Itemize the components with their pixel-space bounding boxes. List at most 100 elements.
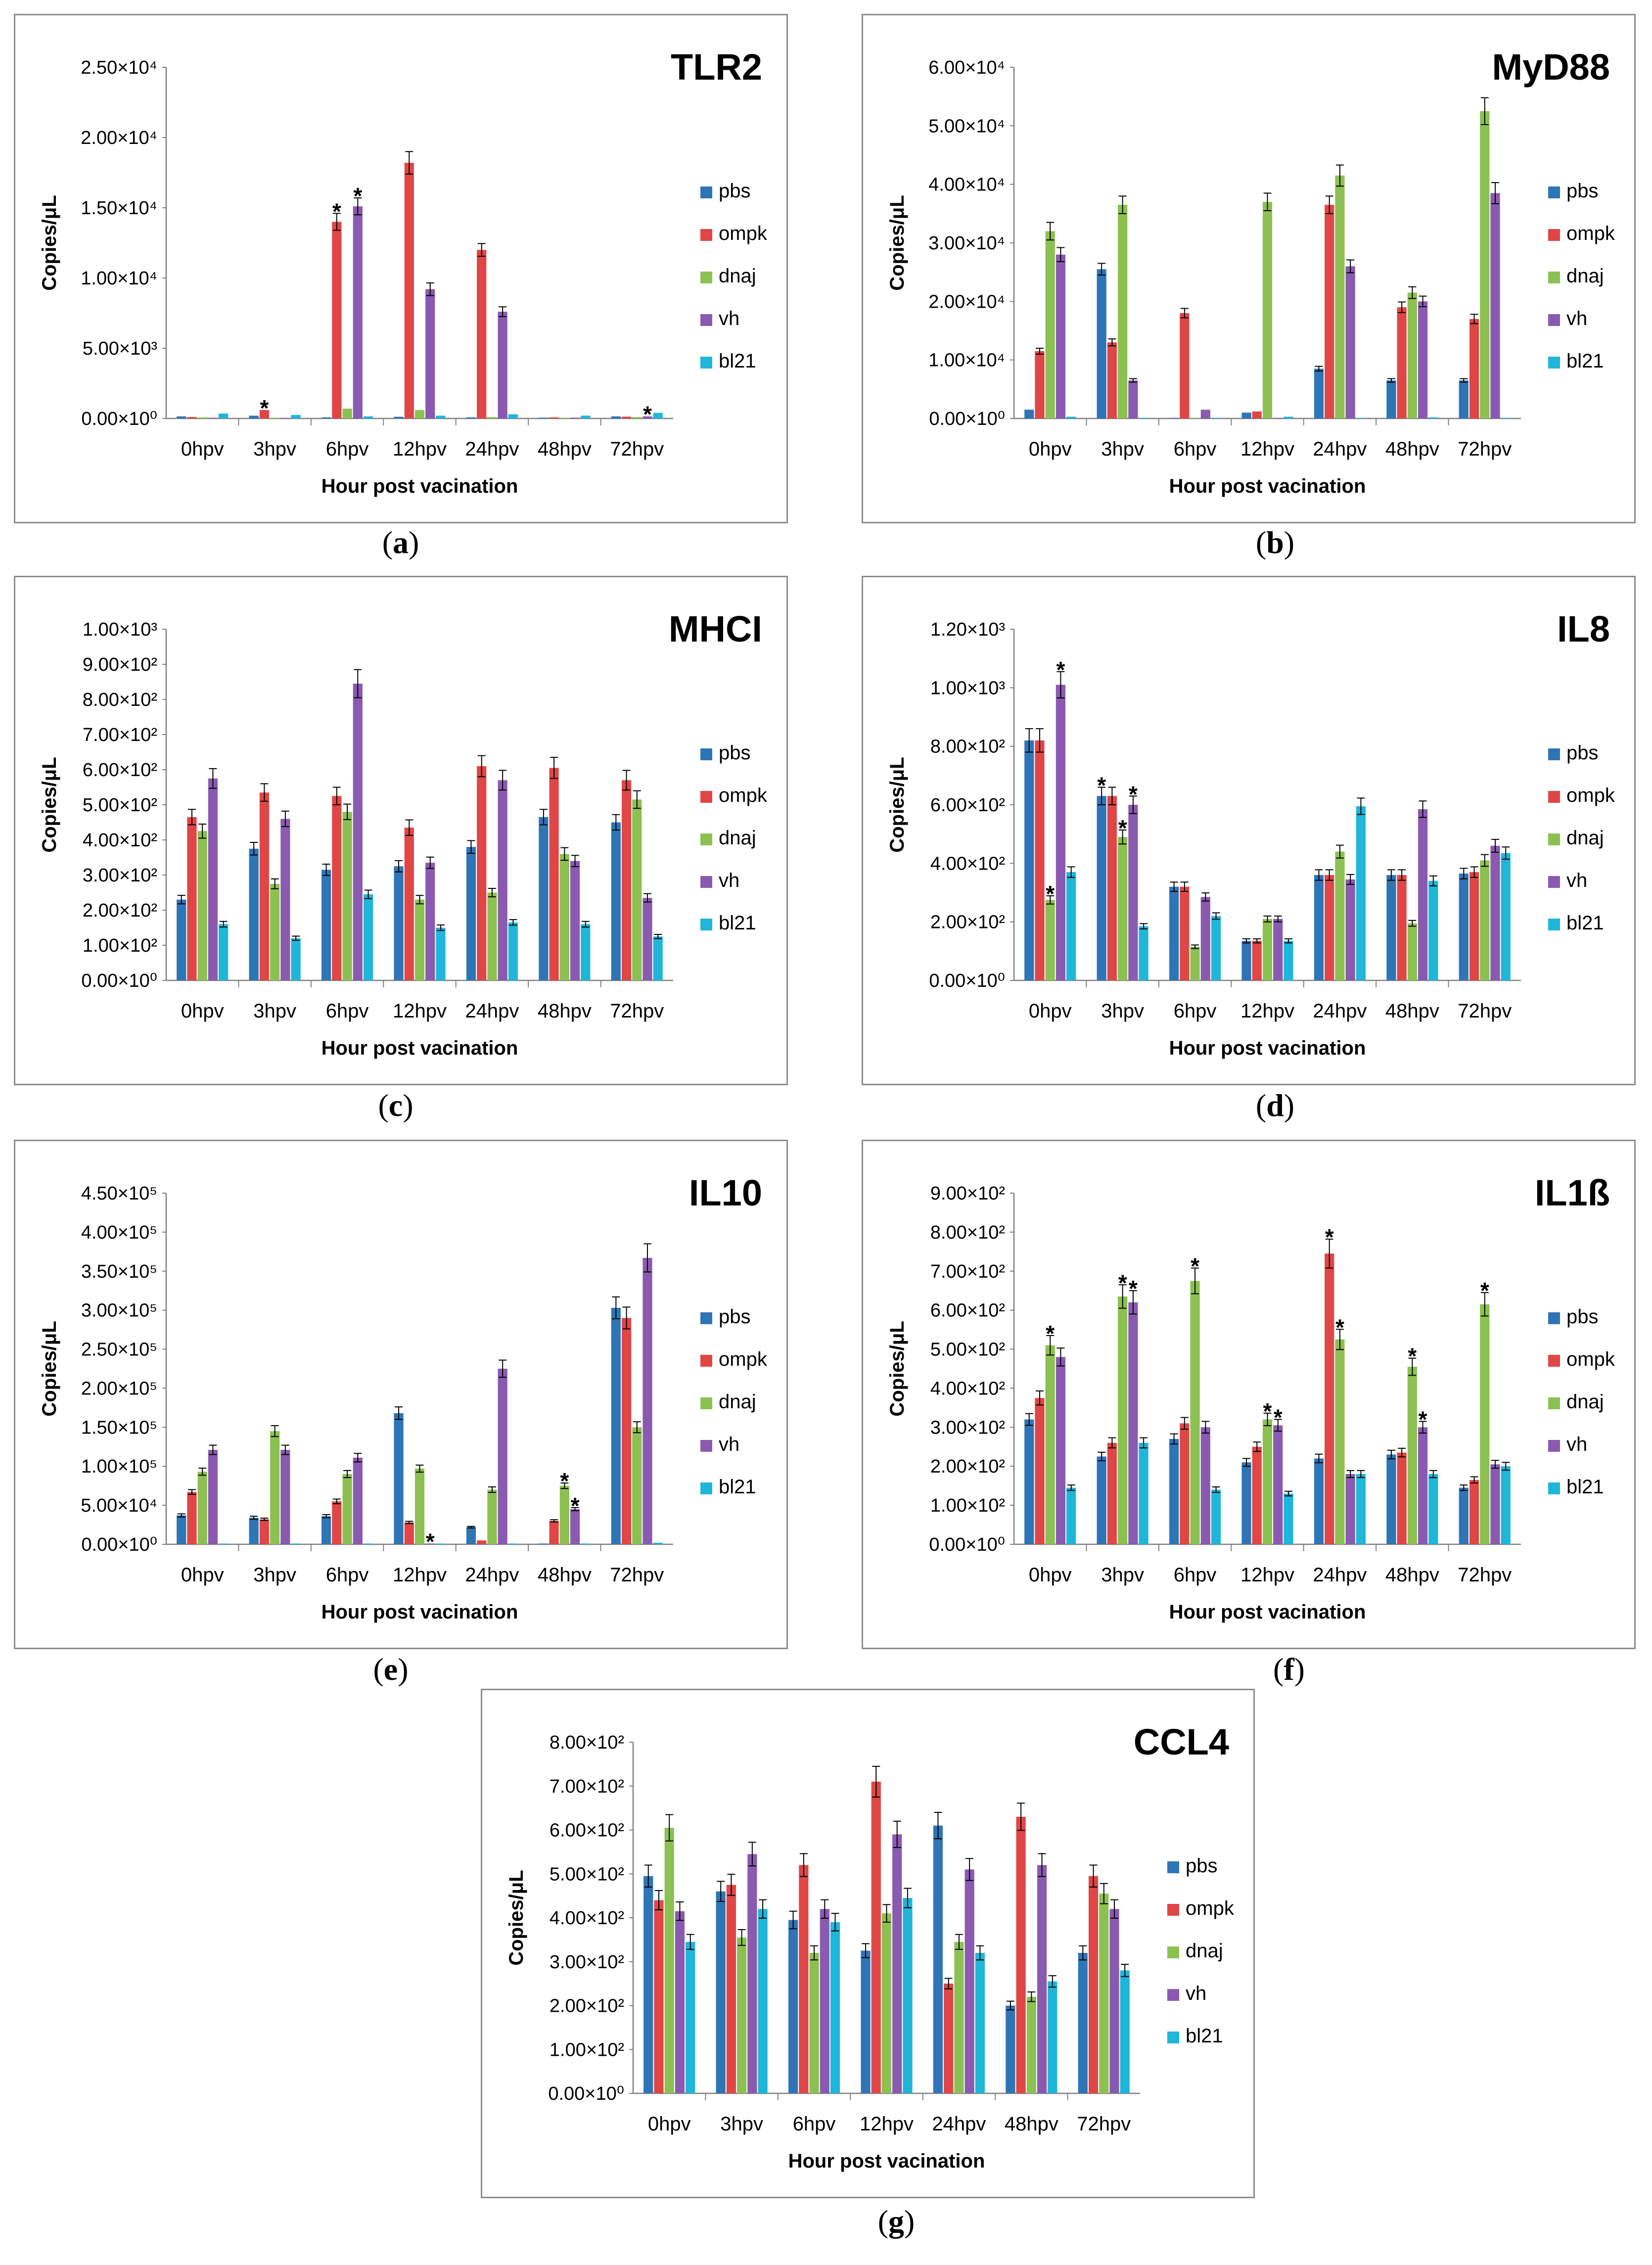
bar-vh [1128, 1302, 1138, 1544]
bar-dnaj [197, 831, 207, 980]
legend-label-vh: vh [1186, 1983, 1206, 2004]
legend-swatch-ompk [1548, 1355, 1560, 1367]
bar-dnaj [1407, 923, 1417, 980]
significance-star: * [1129, 781, 1138, 807]
legend-label-dnaj: dnaj [1566, 1391, 1604, 1413]
legend-label-ompk: ompk [719, 1348, 768, 1370]
legend-swatch-ompk [700, 791, 712, 803]
x-tick-label: 12hpv [860, 2113, 914, 2135]
legend-swatch-pbs [700, 1312, 712, 1324]
chart-title: TLR2 [671, 46, 762, 88]
chart-title: MHCI [669, 608, 762, 649]
bar-dnaj [632, 799, 642, 980]
bar-pbs [611, 822, 621, 980]
bar-bl21 [219, 414, 229, 418]
legend-swatch-ompk [1548, 229, 1560, 241]
bar-vh [208, 1450, 218, 1544]
bar-vh [1490, 1464, 1500, 1544]
x-tick-label: 24hpv [465, 1564, 519, 1586]
y-tick-label: 1.00×10⁴ [81, 268, 157, 289]
y-tick-label: 4.00×10² [930, 853, 1005, 874]
y-axis-title: Copies/μL [39, 1321, 60, 1416]
bar-ompk [477, 250, 487, 418]
y-tick-label: 4.00×10² [550, 1908, 624, 1929]
panel-caption-a: (a) [382, 525, 419, 560]
y-axis-title: Copies/μL [39, 757, 60, 852]
bar-ompk [1035, 1398, 1045, 1544]
bar-pbs [1006, 2005, 1015, 2093]
bar-pbs [1314, 1458, 1324, 1544]
bar-ompk [944, 1984, 954, 2093]
significance-star: * [1097, 773, 1106, 798]
bar-pbs [716, 1891, 726, 2093]
bar-bl21 [581, 924, 591, 980]
x-tick-label: 12hpv [393, 1564, 447, 1586]
x-tick-label: 3hpv [253, 438, 296, 460]
legend-swatch-dnaj [1548, 1397, 1560, 1409]
y-tick-label: 3.50×10⁵ [81, 1261, 157, 1282]
bar-ompk [1180, 313, 1190, 418]
bar-ompk [1088, 1876, 1099, 2093]
y-tick-label: 4.00×10⁴ [928, 175, 1005, 195]
bar-ompk [799, 1865, 809, 2093]
bar-bl21 [436, 927, 446, 980]
y-tick-label: 7.00×10² [83, 725, 157, 745]
bar-bl21 [1066, 872, 1076, 980]
bar-vh [1345, 266, 1355, 418]
bar-ompk [404, 163, 414, 418]
y-axis-title: Copies/μL [886, 757, 908, 852]
chart-panel-g: CCL4 0.00×10⁰ 1.00×10² 2.00×10² 3.00×10² 4.00… [481, 1689, 1255, 2198]
legend-label-vh: vh [719, 870, 739, 891]
x-tick-label: 24hpv [1313, 1564, 1367, 1586]
chart-svg-b: MyD88 0.00×10⁰ 1.00×10⁴ 2.00×10⁴ 3.00×10⁴ 4.0… [886, 46, 1615, 497]
legend-label-bl21: bl21 [719, 1476, 756, 1498]
bar-ompk [1397, 1452, 1407, 1544]
bar-pbs [1459, 380, 1468, 418]
legend-swatch-bl21 [1548, 1482, 1560, 1494]
x-axis-title: Hour post vacination [1169, 1601, 1366, 1623]
significance-star: * [1263, 1398, 1272, 1424]
legend-swatch-dnaj [1548, 833, 1560, 845]
x-tick-label: 3hpv [1101, 1564, 1144, 1586]
x-tick-label: 48hpv [538, 1564, 592, 1586]
y-tick-label: 5.00×10² [83, 795, 157, 816]
bar-pbs [1097, 796, 1106, 980]
x-tick-label: 72hpv [610, 1000, 664, 1022]
legend-label-ompk: ompk [719, 785, 768, 806]
bar-vh [425, 289, 435, 418]
bar-vh [570, 1509, 580, 1544]
bar-pbs [1386, 875, 1396, 980]
y-tick-label: 4.50×10⁵ [81, 1183, 157, 1204]
legend-label-ompk: ompk [1186, 1897, 1235, 1919]
y-tick-label: 7.00×10² [550, 1776, 624, 1797]
bar-bl21 [1501, 853, 1511, 980]
panel-caption-b: (b) [1255, 525, 1295, 560]
bar-vh [1418, 809, 1428, 980]
bar-dnaj [197, 1472, 207, 1544]
y-axis-title: Copies/μL [886, 1321, 908, 1416]
panel-caption-d: (d) [1255, 1088, 1295, 1123]
bar-ompk [1016, 1816, 1026, 2093]
bar-dnaj [1480, 1304, 1490, 1544]
legend-label-vh: vh [719, 308, 739, 329]
y-tick-label: 0.00×10⁰ [81, 971, 157, 991]
bar-bl21 [830, 1922, 840, 2093]
bar-vh [1200, 410, 1210, 418]
bar-bl21 [363, 416, 373, 418]
x-tick-label: 72hpv [1077, 2113, 1131, 2135]
bar-ompk [1252, 941, 1262, 980]
bar-pbs [788, 1920, 798, 2093]
x-tick-label: 24hpv [1313, 1000, 1367, 1022]
x-tick-label: 48hpv [1005, 2113, 1058, 2135]
y-tick-label: 9.00×10² [83, 654, 157, 675]
chart-svg-e: IL10 0.00×10⁰ 5.00×10⁴ 1.00×10⁵ 1.50×10⁵ 2.00… [39, 1172, 768, 1623]
x-tick-label: 0hpv [1029, 438, 1072, 460]
bar-pbs [394, 1413, 404, 1544]
legend-label-pbs: pbs [1566, 742, 1599, 764]
bar-bl21 [1284, 941, 1293, 980]
bar-pbs [1024, 410, 1034, 418]
x-tick-label: 12hpv [393, 1000, 447, 1022]
y-tick-label: 8.00×10² [930, 1222, 1005, 1243]
y-tick-label: 2.00×10⁴ [81, 128, 157, 148]
bar-dnaj [1262, 1419, 1273, 1544]
